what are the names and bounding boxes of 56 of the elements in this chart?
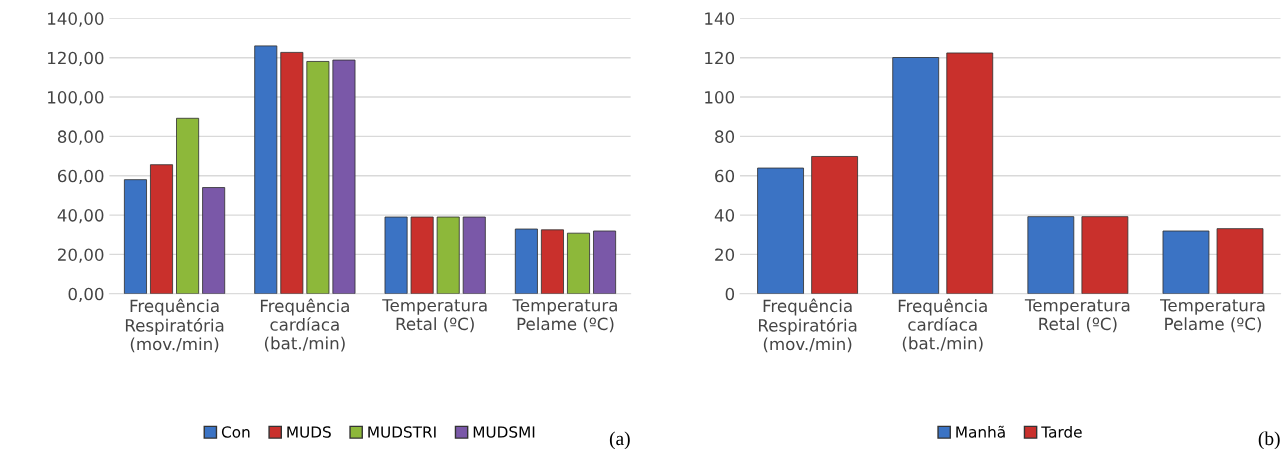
bar (306, 61, 330, 294)
legend-label: Tarde (1041, 425, 1082, 438)
bar (176, 117, 200, 294)
bar (1162, 230, 1210, 294)
bar (567, 232, 590, 294)
bar (514, 228, 538, 294)
bar (946, 52, 994, 294)
x-tick-label: Temperatura Pelame (ºC) (512, 299, 617, 333)
x-tick-label: Frequência Respiratória (mov./min) (758, 298, 857, 353)
x-tick-label: Temperatura Pelame (ºC) (1160, 299, 1265, 333)
y-tick-label: 100 (705, 91, 735, 104)
legend-label: MUDS (287, 426, 331, 438)
bar (280, 51, 304, 294)
y-tick-label: 120 (705, 51, 735, 65)
y-tick-label: 20,00 (58, 248, 104, 263)
y-tick-label: 60,00 (57, 169, 104, 184)
y-tick-label: 0,00 (68, 287, 104, 303)
bar (540, 229, 564, 294)
text: (a) (609, 431, 630, 450)
y-tick-label: 80 (715, 130, 735, 143)
bar (410, 216, 434, 294)
legend-label: Con (221, 426, 250, 438)
legend-label: MUDSTRI (368, 426, 436, 438)
y-tick-label: 40 (714, 209, 735, 222)
text: (b) (1258, 431, 1280, 450)
x-tick-label: Temperatura Retal (ºC) (382, 299, 487, 333)
bar (1216, 228, 1264, 294)
y-tick-label: 140,00 (48, 12, 104, 27)
bar (593, 230, 617, 294)
bar (1027, 216, 1075, 294)
y-tick-label: 0 (725, 287, 735, 301)
bar (254, 45, 278, 294)
y-tick-label: 120,00 (48, 51, 104, 66)
bar (202, 187, 226, 294)
bar (436, 216, 460, 294)
y-tick-label: 140 (705, 12, 735, 25)
bar (332, 59, 356, 294)
bar (384, 216, 408, 294)
bar (150, 164, 174, 294)
legend-label: Manhã (956, 425, 1005, 438)
y-tick-label: 20 (715, 248, 735, 261)
y-tick-label: 60 (715, 169, 735, 183)
y-tick-label: 80,00 (57, 130, 104, 145)
bar (757, 167, 804, 294)
y-tick-label: 40,00 (57, 209, 104, 224)
bar (462, 216, 486, 294)
x-tick-label: Frequência cardíaca (bat./min) (260, 298, 349, 352)
x-tick-label: Frequência cardíaca (bat./min) (898, 298, 987, 352)
x-tick-label: Frequência Respiratória (mov./min) (125, 298, 224, 353)
bar (1081, 216, 1129, 294)
x-tick-label: Temperatura Retal (ºC) (1024, 299, 1130, 333)
bar (811, 156, 859, 294)
bar (892, 57, 940, 294)
y-tick-label: 100,00 (48, 91, 104, 106)
bar (123, 179, 147, 294)
legend-label: MUDSMI (473, 426, 535, 438)
